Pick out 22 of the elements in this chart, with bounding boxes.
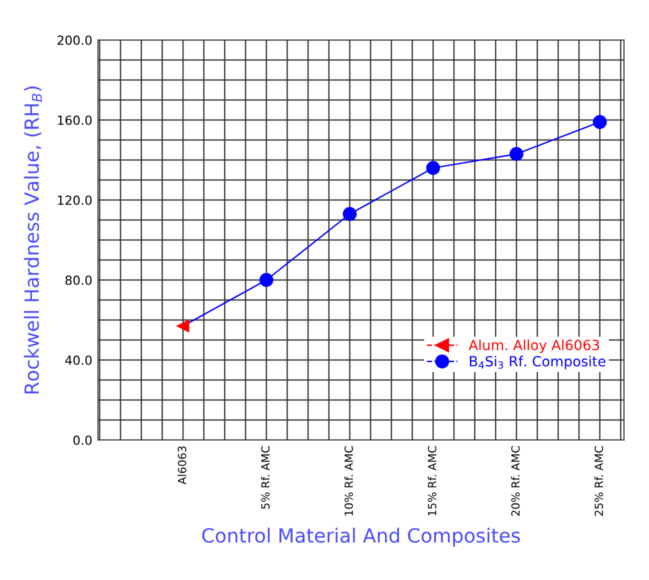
x-axis-title: Control Material And Composites [202, 528, 520, 547]
y-tick-label: 120.0 [58, 195, 92, 205]
x-tick-label: 5% Rf. AMC [261, 446, 270, 509]
y-tick-label: 80.0 [65, 275, 92, 285]
point [176, 320, 190, 332]
y-axis-title: Rockwell Hardness Value, (RH$_{B}$) [24, 86, 42, 394]
x-tick-label: 25% Rf. AMC [594, 446, 604, 516]
legend-label: B$_{4}$Si$_{3}$ Rf. Composite [470, 356, 606, 370]
legend-label: Alum. Alloy Al6063 [468, 340, 600, 353]
y-tick-label: 40.0 [65, 355, 92, 365]
point [426, 161, 440, 175]
x-tick-label: Al6063 [178, 446, 186, 484]
y-tick-label: 0.0 [73, 435, 92, 445]
point [259, 273, 274, 287]
point [342, 207, 357, 221]
point [510, 147, 524, 161]
x-tick-label: 10% Rf. AMC [344, 446, 353, 516]
y-tick-label: 200.0 [58, 35, 92, 45]
x-tick-label: 20% Rf. AMC [511, 446, 520, 516]
x-tick-label: 15% Rf. AMC [428, 446, 436, 516]
point [592, 115, 607, 129]
y-tick-label: 160.0 [58, 115, 92, 125]
